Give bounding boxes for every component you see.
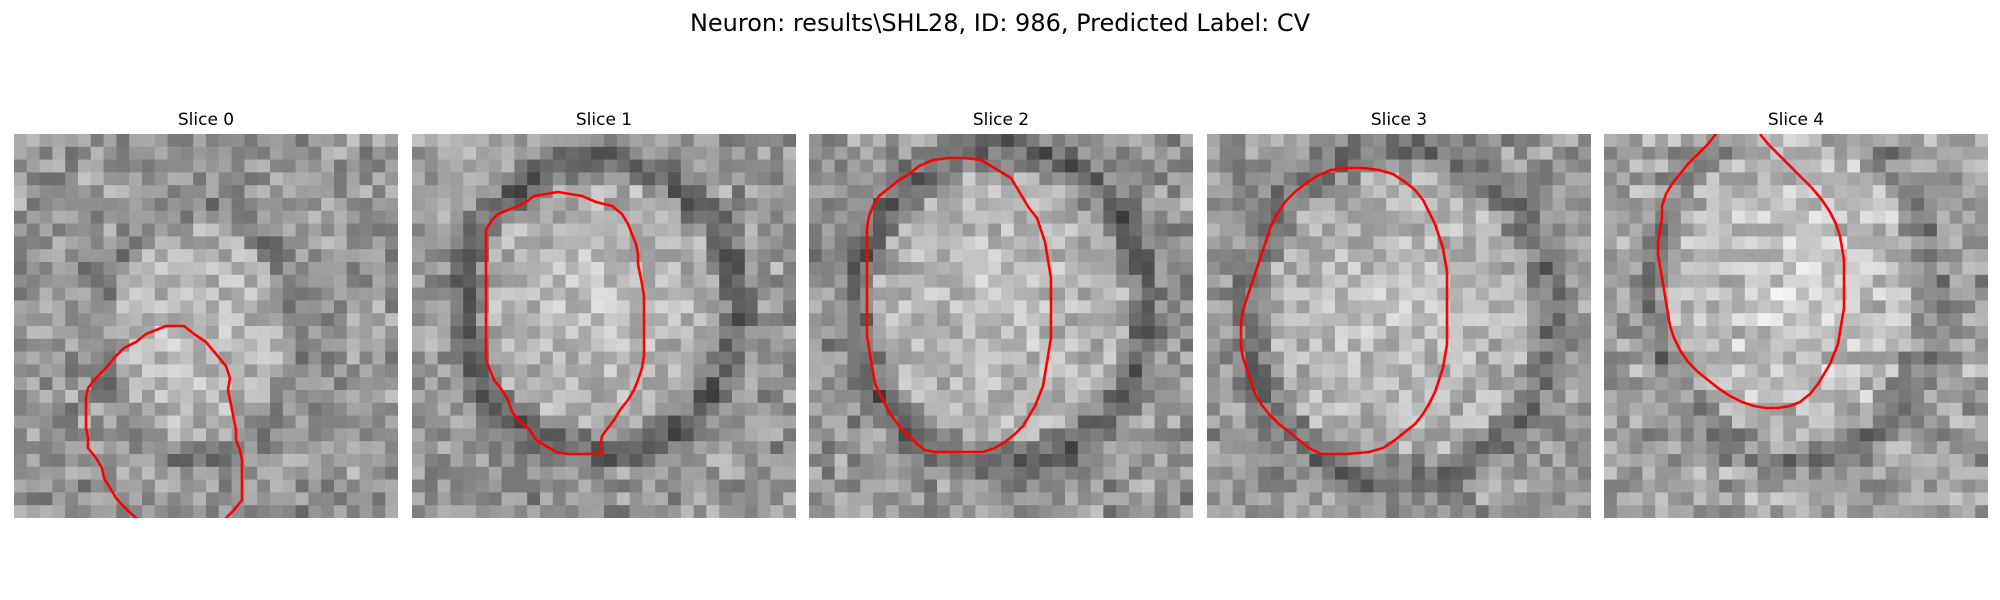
slice-title: Slice 1 bbox=[575, 110, 633, 130]
slice-image bbox=[809, 134, 1193, 518]
slice-image bbox=[1207, 134, 1591, 518]
slice-title: Slice 0 bbox=[177, 110, 235, 130]
slice-panel-3: Slice 3 bbox=[1207, 108, 1591, 520]
slice-panel-2: Slice 2 bbox=[809, 108, 1193, 520]
neuron-contour bbox=[865, 156, 1053, 454]
figure-title: Neuron: results\SHL28, ID: 986, Predicte… bbox=[689, 9, 1311, 37]
slice-image bbox=[14, 134, 398, 518]
neuron-contour bbox=[1656, 134, 1846, 410]
grayscale-pixel-grid bbox=[412, 134, 796, 518]
slice-title: Slice 3 bbox=[1370, 110, 1428, 130]
slice-image bbox=[1604, 134, 1988, 518]
neuron-contour-overlay bbox=[1656, 134, 1846, 410]
slice-panel-4: Slice 4 bbox=[1604, 108, 1988, 520]
neuron-contour bbox=[1239, 166, 1449, 456]
slice-image bbox=[412, 134, 796, 518]
grayscale-pixel-grid bbox=[1207, 134, 1591, 518]
slice-panel-0: Slice 0 bbox=[14, 108, 398, 520]
neuron-contour-overlay bbox=[865, 156, 1053, 454]
grayscale-pixel-grid bbox=[1604, 134, 1988, 518]
slice-title: Slice 4 bbox=[1767, 110, 1825, 130]
neuron-contour bbox=[84, 324, 244, 518]
neuron-contour-overlay bbox=[84, 324, 244, 518]
grayscale-pixel-grid bbox=[14, 134, 398, 518]
neuron-contour-overlay bbox=[1239, 166, 1449, 456]
neuron-contour-overlay bbox=[484, 190, 646, 456]
grayscale-pixel-grid bbox=[809, 134, 1193, 518]
neuron-contour bbox=[484, 190, 646, 456]
slice-panel-1: Slice 1 bbox=[412, 108, 796, 520]
slice-title: Slice 2 bbox=[972, 110, 1030, 130]
